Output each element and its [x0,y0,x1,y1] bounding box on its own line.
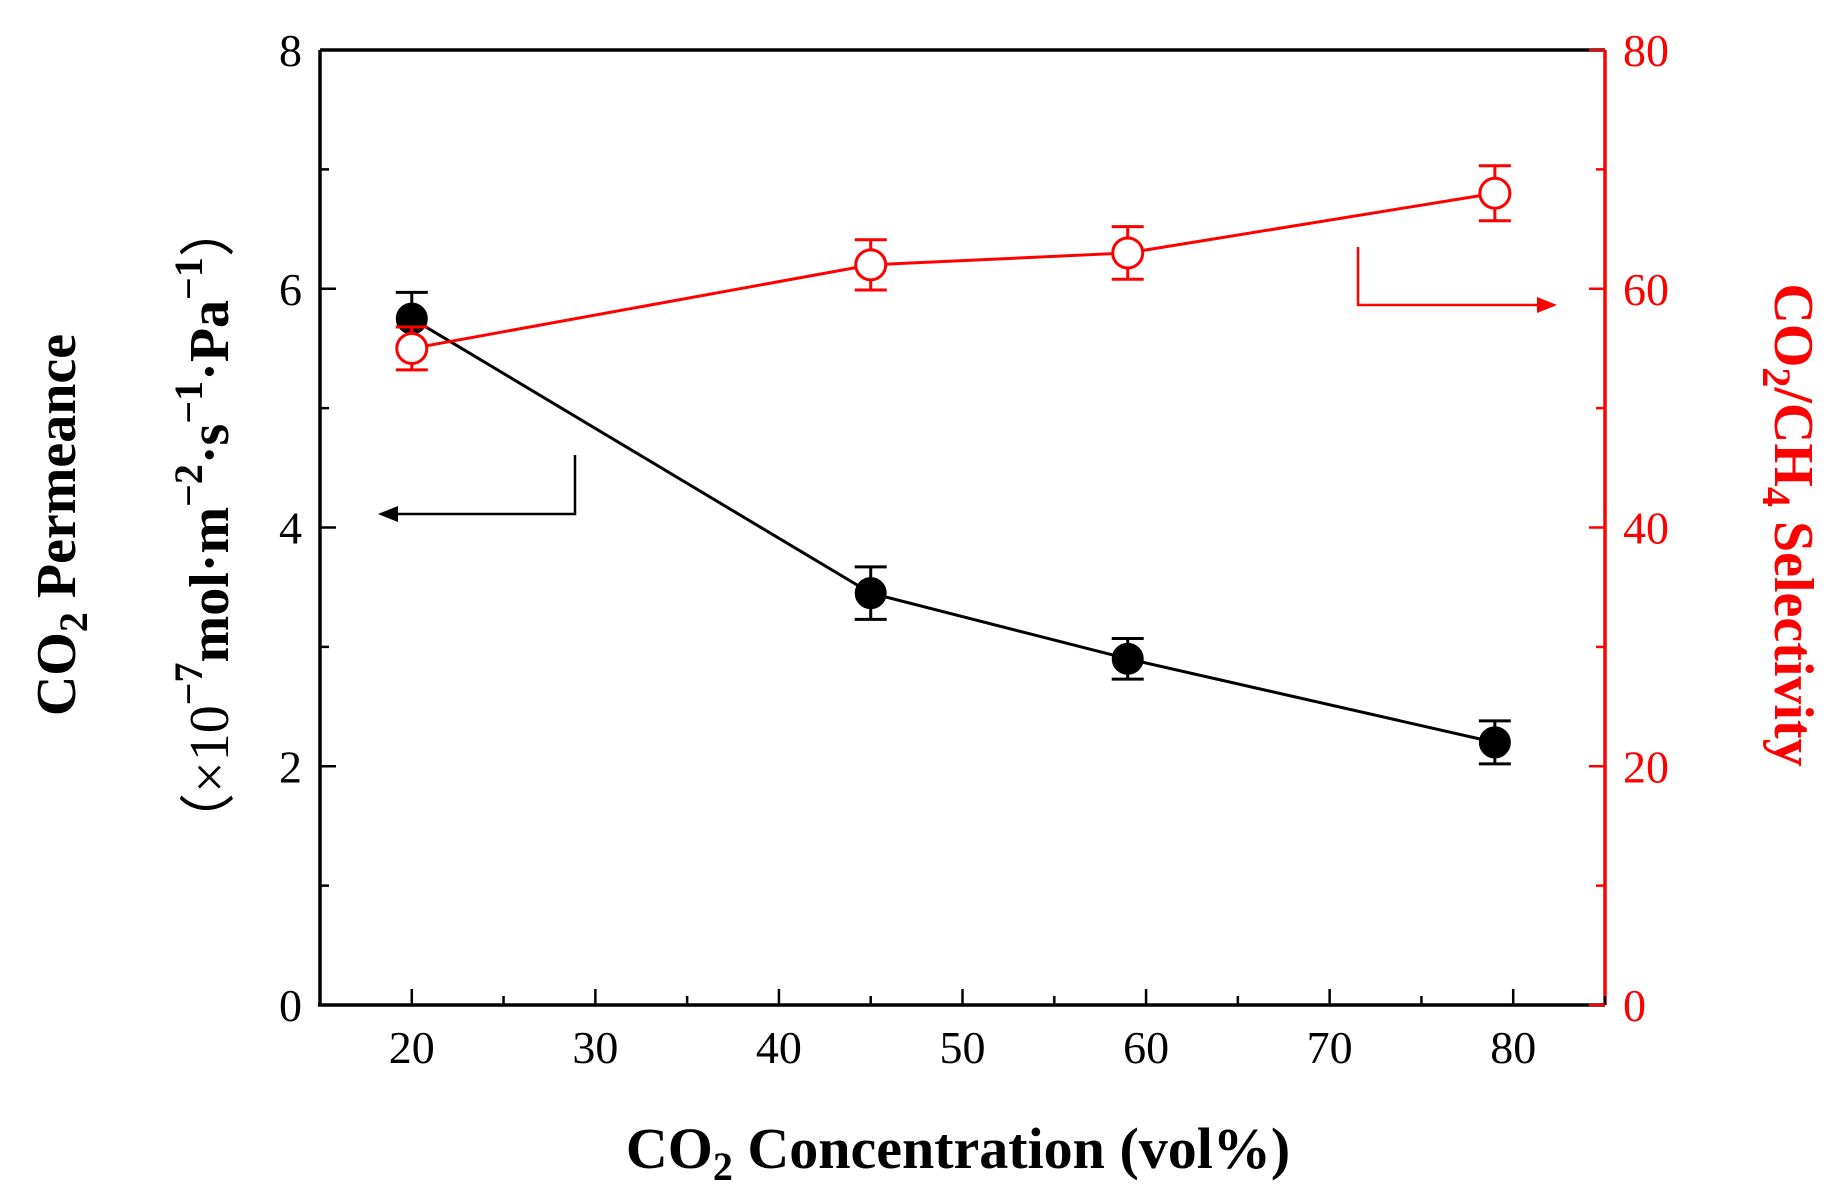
data-point [854,577,887,610]
left-tick-label: 6 [279,264,302,315]
svg-text:CO2 Permeance: CO2 Permeance [26,334,96,716]
svg-text:CO2/CH4 Selectivity: CO2/CH4 Selectivity [1754,283,1824,766]
data-point [854,248,888,282]
x-tick-label: 40 [756,1022,802,1073]
left-axis-title: CO2 Permeance [26,334,96,716]
data-point [395,331,429,365]
data-point [1478,176,1512,210]
series-1 [395,290,1511,766]
left-tick-label: 2 [279,741,302,792]
series-layer [395,164,1512,766]
svg-text:（×10−7mol·m−2·s−1·Pa−1）: （×10−7mol·m−2·s−1·Pa−1） [166,201,241,849]
series-line [411,191,1496,350]
left-tick-label: 0 [279,980,302,1031]
left-tick-label: 8 [279,25,302,76]
x-tick-label: 50 [940,1022,986,1073]
right-axis-title: CO2/CH4 Selectivity [1754,283,1824,766]
series-line [411,317,1496,744]
left-tick-label: 4 [279,503,302,554]
x-tick-label: 80 [1490,1022,1536,1073]
data-point [1111,236,1145,270]
data-point [1111,642,1144,675]
left-axis-units: （×10−7mol·m−2·s−1·Pa−1） [166,201,241,849]
right-tick-label: 80 [1623,25,1669,76]
x-axis-title: CO2 Concentration (vol%) [626,1116,1290,1189]
left-axis-arrow [378,455,577,522]
x-tick-label: 20 [389,1022,435,1073]
right-tick-label: 0 [1623,980,1646,1031]
data-point [1478,726,1511,759]
series-2 [395,164,1512,372]
right-axis-arrow [1356,247,1557,313]
x-tick-label: 70 [1307,1022,1353,1073]
x-tick-label: 30 [572,1022,618,1073]
x-tick-label: 60 [1123,1022,1169,1073]
right-tick-label: 40 [1623,503,1669,554]
right-tick-label: 60 [1623,264,1669,315]
right-tick-label: 20 [1623,741,1669,792]
